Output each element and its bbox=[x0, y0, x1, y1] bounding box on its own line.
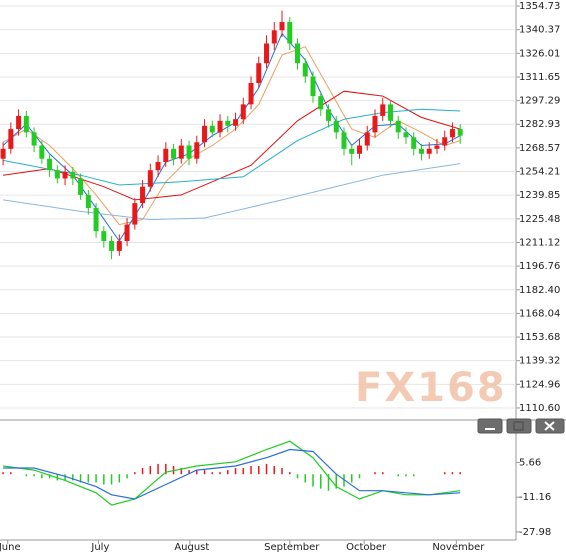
candle-body bbox=[387, 104, 393, 121]
candle-body bbox=[380, 104, 386, 116]
candle-body bbox=[364, 132, 370, 146]
candle-body bbox=[457, 129, 463, 136]
y-tick-label: -27.98 bbox=[519, 527, 551, 538]
y-tick-label: 1268.57 bbox=[519, 143, 560, 154]
y-tick-label: 1239.85 bbox=[519, 190, 560, 201]
candle-body bbox=[295, 43, 301, 64]
candle-body bbox=[62, 171, 68, 179]
candle-body bbox=[116, 241, 122, 251]
candle-body bbox=[341, 132, 347, 149]
candle-body bbox=[31, 132, 37, 146]
candle-body bbox=[54, 170, 60, 179]
candle-body bbox=[411, 137, 417, 149]
x-tick-label: November bbox=[432, 542, 485, 553]
y-tick-label: 1153.68 bbox=[519, 332, 560, 343]
candle-body bbox=[202, 125, 208, 143]
candle-body bbox=[85, 194, 91, 209]
candle-body bbox=[147, 170, 153, 187]
y-tick-label: 1282.93 bbox=[519, 119, 560, 130]
candle-body bbox=[326, 109, 332, 121]
candle-body bbox=[0, 148, 6, 159]
y-tick-label: 1340.37 bbox=[519, 25, 560, 36]
candle-body bbox=[302, 63, 308, 77]
candle-body bbox=[93, 208, 99, 232]
candle-body bbox=[256, 63, 262, 83]
close-button[interactable] bbox=[535, 418, 565, 434]
candle-body bbox=[186, 145, 192, 159]
x-tick-label: June bbox=[0, 542, 21, 553]
y-tick-label: 1254.21 bbox=[519, 167, 560, 178]
y-tick-label: 1139.32 bbox=[519, 356, 560, 367]
candle-body bbox=[8, 129, 14, 149]
candle-body bbox=[78, 178, 84, 195]
y-tick-label: 1297.29 bbox=[519, 96, 560, 107]
candle-body bbox=[109, 241, 115, 251]
candle-body bbox=[233, 119, 239, 126]
maximize-button[interactable] bbox=[506, 418, 532, 434]
candle-body bbox=[279, 22, 285, 31]
candle-body bbox=[356, 145, 362, 154]
x-tick-label: July bbox=[90, 542, 109, 553]
y-tick-label: 5.66 bbox=[519, 458, 541, 469]
candle-body bbox=[155, 161, 161, 171]
candle-body bbox=[372, 115, 378, 133]
candle-body bbox=[403, 132, 409, 138]
y-tick-label: 1110.60 bbox=[519, 403, 560, 414]
candle-body bbox=[171, 148, 177, 159]
candle-body bbox=[178, 145, 184, 159]
candle-body bbox=[310, 76, 316, 97]
x-tick-label: October bbox=[346, 542, 387, 553]
candle-body bbox=[16, 115, 22, 130]
watermark: FX168 bbox=[355, 365, 507, 411]
candle-body bbox=[434, 145, 440, 149]
candle-body bbox=[140, 186, 146, 204]
y-tick-label: 1311.65 bbox=[519, 72, 560, 83]
candle-body bbox=[70, 171, 76, 179]
candle-body bbox=[101, 231, 107, 242]
y-tick-label: 1182.40 bbox=[519, 285, 560, 296]
candle-body bbox=[240, 104, 246, 120]
macd-line bbox=[3, 448, 461, 500]
y-tick-label: 1168.04 bbox=[519, 308, 560, 319]
minimize-button[interactable] bbox=[477, 418, 503, 434]
y-tick-label: 1354.73 bbox=[519, 1, 560, 12]
candle-body bbox=[426, 148, 432, 154]
y-tick-label: 1196.76 bbox=[519, 261, 560, 272]
candle-body bbox=[47, 158, 53, 171]
moving-average-line bbox=[3, 90, 461, 201]
candle-body bbox=[271, 30, 277, 44]
candle-body bbox=[194, 142, 200, 159]
y-tick-label: 1124.96 bbox=[519, 379, 560, 390]
candle-body bbox=[287, 22, 293, 44]
candle-body bbox=[124, 224, 130, 242]
candle-body bbox=[333, 120, 339, 133]
y-tick-label: 1326.01 bbox=[519, 48, 560, 59]
candle-body bbox=[225, 120, 231, 126]
candle-body bbox=[163, 148, 169, 162]
candle-body bbox=[132, 203, 138, 225]
candle-body bbox=[248, 82, 254, 105]
candle-body bbox=[395, 120, 401, 133]
candle-body bbox=[442, 137, 448, 146]
x-tick-label: August bbox=[174, 542, 209, 553]
y-tick-label: 1225.48 bbox=[519, 214, 560, 225]
moving-average-line bbox=[3, 163, 461, 221]
candle-body bbox=[264, 43, 270, 64]
candle-body bbox=[23, 115, 29, 133]
candle-body bbox=[349, 148, 355, 154]
y-tick-label: -11.16 bbox=[519, 492, 551, 503]
moving-average-line bbox=[3, 108, 461, 186]
x-tick-label: September bbox=[264, 542, 320, 553]
y-tick-label: 1211.12 bbox=[519, 237, 560, 248]
candle-body bbox=[39, 145, 45, 159]
candle-body bbox=[209, 125, 215, 133]
candle-body bbox=[217, 120, 223, 133]
candle-body bbox=[418, 148, 424, 154]
candle-body bbox=[449, 129, 455, 138]
candle-body bbox=[318, 96, 324, 110]
